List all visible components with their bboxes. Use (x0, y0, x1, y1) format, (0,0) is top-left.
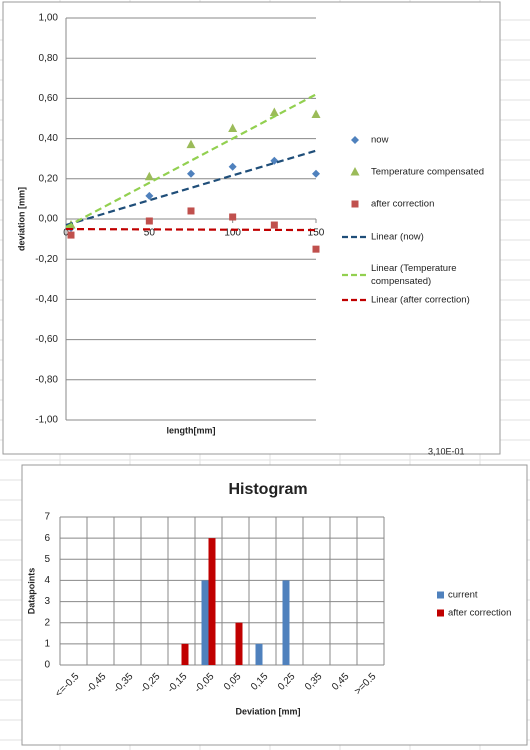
legend-label-part: Linear (Temperature (371, 263, 457, 274)
y-tick-label: -0,20 (35, 254, 58, 265)
y-tick-label: 0 (44, 660, 50, 671)
legend-label: Linear (now) (371, 232, 424, 243)
bar (181, 643, 189, 665)
y-tick-label: -1,00 (35, 415, 58, 426)
legend-label: now (371, 135, 389, 146)
x-tick-label: 150 (308, 228, 325, 239)
x-tick-label: 50 (144, 228, 156, 239)
y-tick-label: 7 (44, 512, 50, 523)
y-tick-label: 6 (44, 533, 50, 544)
legend-label-part: compensated) (371, 276, 431, 287)
legend-swatch (437, 591, 444, 599)
y-tick-label: 2 (44, 617, 50, 628)
marker (312, 245, 320, 253)
legend-label: Temperature compensated (371, 167, 484, 178)
marker (351, 200, 359, 208)
bar (208, 538, 216, 665)
legend-label: Linear (Temperature compensated) (371, 263, 457, 287)
x-tick-label: 0 (63, 228, 69, 239)
cell-text: 3,10E-01 (428, 446, 465, 456)
marker (311, 109, 321, 118)
bar (201, 580, 209, 665)
marker (144, 171, 154, 181)
y-tick-label: 3 (44, 596, 50, 607)
y-tick-label: 0,80 (39, 53, 59, 64)
y-tick-label: 1,00 (39, 13, 59, 24)
marker (187, 207, 195, 215)
trend-line (65, 93, 317, 229)
bar (255, 643, 263, 665)
y-tick-label: 0,00 (39, 214, 59, 225)
y-tick-label: 1 (44, 638, 50, 649)
y-tick-label: 4 (44, 575, 50, 586)
marker (269, 107, 279, 116)
marker (187, 169, 195, 178)
marker (186, 139, 196, 149)
chart-frame (2, 1, 501, 455)
marker (145, 191, 154, 200)
trend-line (65, 227, 317, 232)
bar (235, 622, 243, 665)
marker (351, 136, 359, 144)
bar (282, 580, 290, 665)
y-axis-title: deviation [mm] (16, 187, 26, 251)
marker (228, 123, 238, 133)
x-axis-title: Deviation [mm] (235, 706, 300, 716)
y-tick-label: 0,40 (39, 133, 59, 144)
marker (270, 221, 278, 229)
x-tick-label: 100 (224, 228, 241, 239)
y-tick-label: -0,40 (35, 294, 58, 305)
legend-label: Linear (after correction) (371, 295, 470, 306)
marker (350, 167, 360, 176)
legend-label: after correction (371, 199, 434, 210)
y-tick-label: -0,80 (35, 374, 58, 385)
y-axis-title: Datapoints (26, 568, 36, 615)
marker (145, 217, 153, 225)
marker (228, 162, 237, 171)
y-tick-label: 5 (44, 554, 50, 565)
y-tick-label: 0,20 (39, 173, 59, 184)
legend-swatch (437, 609, 444, 617)
x-axis-title: length[mm] (167, 425, 216, 435)
chart-frame (21, 464, 528, 746)
marker (67, 231, 75, 239)
legend-label: after correction (448, 608, 511, 619)
y-tick-label: 0,60 (39, 93, 59, 104)
marker (312, 169, 320, 178)
chart-title: Histogram (228, 481, 307, 498)
marker (229, 213, 237, 221)
legend-label: current (448, 590, 478, 601)
y-tick-label: -0,60 (35, 334, 58, 345)
